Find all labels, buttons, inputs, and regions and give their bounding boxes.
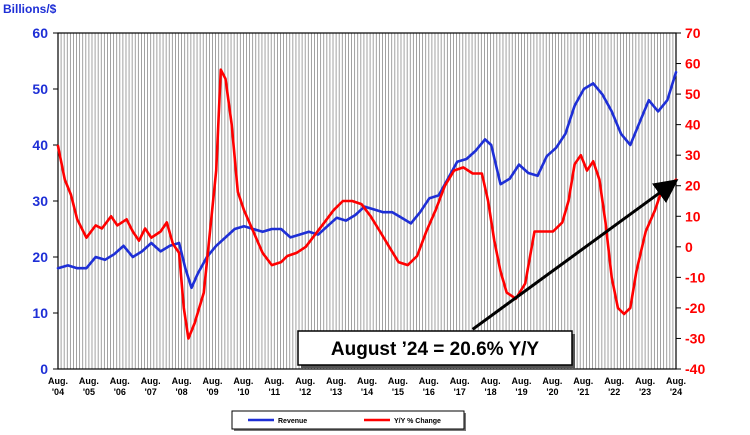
x-tick-label-month: Aug. (419, 376, 439, 386)
left-axis-title: Billions/$ (3, 2, 57, 16)
x-tick-label-month: Aug. (110, 376, 130, 386)
x-tick-label-year: '13 (330, 387, 342, 397)
annotation-text: August ’24 = 20.6% Y/Y (331, 339, 540, 360)
x-tick-label-month: Aug. (233, 376, 253, 386)
left-tick-label: 40 (32, 137, 48, 153)
x-tick-label-month: Aug. (542, 376, 562, 386)
x-tick-label-month: Aug. (48, 376, 68, 386)
x-tick-label-year: '23 (639, 387, 651, 397)
right-tick-label: -20 (685, 300, 705, 316)
x-tick-label-month: Aug. (264, 376, 284, 386)
x-tick-label-year: '20 (546, 387, 558, 397)
legend-label: Y/Y % Change (394, 418, 441, 425)
x-tick-label-year: '04 (52, 387, 64, 397)
x-tick-label-month: Aug. (141, 376, 161, 386)
x-tick-label-year: '07 (145, 387, 157, 397)
x-tick-label-month: Aug. (357, 376, 377, 386)
right-tick-label: 30 (685, 147, 701, 163)
legend-label: Revenue (278, 418, 307, 425)
right-tick-label: 40 (685, 117, 701, 133)
x-tick-label-year: '08 (176, 387, 188, 397)
right-tick-label: 50 (685, 86, 701, 102)
grid-lines (60, 33, 674, 369)
x-tick-label-year: '21 (577, 387, 589, 397)
x-tick-label-year: '06 (114, 387, 126, 397)
x-tick-label-month: Aug. (573, 376, 593, 386)
x-tick-label-year: '18 (485, 387, 497, 397)
left-tick-label: 0 (40, 361, 48, 377)
x-tick-label-month: Aug. (512, 376, 532, 386)
x-tick-label-month: Aug. (604, 376, 624, 386)
x-tick-label-year: '17 (454, 387, 466, 397)
x-tick-label-year: '22 (608, 387, 620, 397)
x-tick-label-year: '10 (237, 387, 249, 397)
x-tick-label-month: Aug. (295, 376, 315, 386)
x-tick-label-month: Aug. (326, 376, 346, 386)
left-tick-label: 50 (32, 81, 48, 97)
annotation-box (297, 330, 573, 366)
x-tick-label-year: '05 (83, 387, 95, 397)
yoy-change-line (56, 68, 678, 340)
x-tick-label-year: '14 (361, 387, 373, 397)
x-tick-label-year: '16 (423, 387, 435, 397)
x-tick-label-month: Aug. (481, 376, 501, 386)
x-tick-label-year: '09 (206, 387, 218, 397)
right-tick-label: 0 (685, 239, 693, 255)
legend-box (231, 410, 465, 430)
x-tick-label-month: Aug. (172, 376, 192, 386)
left-tick-label: 10 (32, 305, 48, 321)
x-tick-label-year: '11 (268, 387, 280, 397)
right-tick-label: -40 (685, 361, 705, 377)
right-tick-label: -10 (685, 269, 705, 285)
left-tick-label: 30 (32, 193, 48, 209)
left-tick-label: 60 (32, 25, 48, 41)
right-tick-label: 10 (685, 208, 701, 224)
x-tick-label-month: Aug. (635, 376, 655, 386)
right-tick-label: 70 (685, 25, 701, 41)
trend-arrow (471, 179, 679, 331)
x-tick-label-year: '15 (392, 387, 404, 397)
x-tick-label-month: Aug. (388, 376, 408, 386)
left-tick-label: 20 (32, 249, 48, 265)
right-tick-label: -30 (685, 330, 705, 346)
right-tick-label: 20 (685, 178, 701, 194)
x-tick-label-month: Aug. (79, 376, 99, 386)
right-tick-label: 60 (685, 56, 701, 72)
x-tick-label-year: '12 (299, 387, 311, 397)
x-tick-label-month: Aug. (450, 376, 470, 386)
x-tick-label-month: Aug. (203, 376, 223, 386)
x-tick-label-month: Aug. (666, 376, 686, 386)
x-tick-label-year: '19 (515, 387, 527, 397)
x-tick-label-year: '24 (670, 387, 682, 397)
